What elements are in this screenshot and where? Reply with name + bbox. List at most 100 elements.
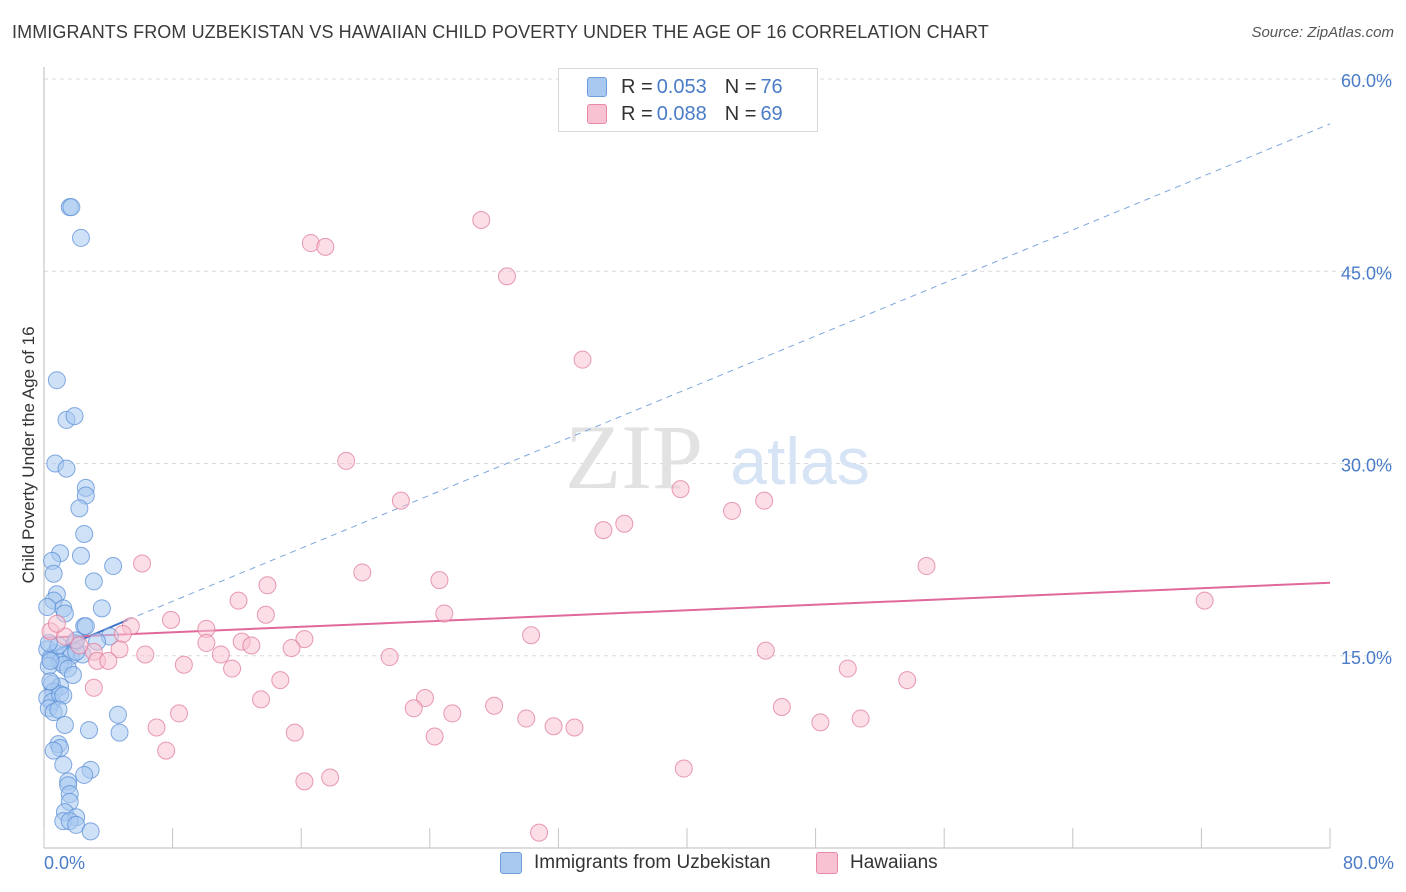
bottom-legend-label: Hawaiians: [850, 852, 938, 873]
point-hawaiians: [755, 491, 774, 510]
point-uzbekistan: [54, 755, 73, 774]
point-uzbekistan: [76, 617, 95, 636]
point-uzbekistan: [84, 572, 103, 591]
point-hawaiians: [573, 350, 592, 369]
point-uzbekistan: [38, 598, 57, 617]
bottom-legend: Immigrants from Uzbekistan Hawaiians: [0, 852, 1406, 878]
point-hawaiians: [425, 727, 444, 746]
point-hawaiians: [435, 604, 454, 623]
point-uzbekistan: [55, 715, 74, 734]
point-uzbekistan: [71, 546, 90, 565]
y-tick-label: 45.0%: [1341, 263, 1392, 283]
point-hawaiians: [756, 641, 775, 660]
point-hawaiians: [671, 480, 690, 499]
bottom-legend-label: Immigrants from Uzbekistan: [534, 852, 771, 873]
point-hawaiians: [256, 605, 275, 624]
point-hawaiians: [157, 741, 176, 760]
point-uzbekistan: [65, 407, 84, 426]
point-hawaiians: [380, 648, 399, 667]
point-uzbekistan: [57, 459, 76, 478]
point-hawaiians: [353, 563, 372, 582]
trendlines: [43, 123, 1331, 657]
point-uzbekistan: [104, 557, 123, 576]
legend-r-value: 0.088: [656, 102, 707, 125]
y-tick-label: 15.0%: [1341, 648, 1392, 668]
point-hawaiians: [898, 671, 917, 690]
point-hawaiians: [337, 451, 356, 470]
point-hawaiians: [443, 704, 462, 723]
point-hawaiians: [197, 633, 216, 652]
point-hawaiians: [430, 571, 449, 590]
point-hawaiians: [271, 671, 290, 690]
axes: [43, 67, 1331, 849]
bottom-legend-hawaiians: Hawaiians: [816, 852, 938, 874]
point-hawaiians: [391, 491, 410, 510]
y-tick-label: 30.0%: [1341, 456, 1392, 476]
point-uzbekistan: [80, 721, 99, 740]
point-hawaiians: [223, 659, 242, 678]
point-hawaiians: [147, 718, 166, 737]
point-hawaiians: [415, 689, 434, 708]
point-hawaiians: [252, 690, 271, 709]
legend-row-hawaiians: R = 0.088 N = 69: [587, 101, 783, 127]
trendline: [43, 581, 1331, 639]
chart-title: IMMIGRANTS FROM UZBEKISTAN VS HAWAIIAN C…: [12, 22, 989, 42]
point-hawaiians: [723, 501, 742, 520]
point-hawaiians: [55, 627, 74, 646]
point-hawaiians: [321, 768, 340, 787]
grid-lines: [44, 78, 1392, 657]
legend-swatch-uzbekistan: [587, 77, 607, 97]
point-hawaiians: [485, 696, 504, 715]
point-uzbekistan: [70, 499, 89, 518]
point-hawaiians: [316, 237, 335, 256]
point-hawaiians: [258, 576, 277, 595]
data-points: [38, 198, 1214, 842]
point-hawaiians: [594, 521, 613, 540]
legend-row-uzbekistan: R = 0.053 N = 76: [587, 74, 783, 100]
point-hawaiians: [70, 636, 89, 655]
point-uzbekistan: [62, 198, 81, 217]
tick-labels: 15.0% 30.0% 45.0% 60.0% 0.0% 80.0%: [44, 71, 1394, 873]
legend-r-value: 0.053: [656, 75, 707, 98]
legend-n-label: N =: [724, 75, 757, 98]
point-hawaiians: [811, 713, 830, 732]
source-label: Source: ZipAtlas.com: [1251, 24, 1394, 41]
trendline: [127, 123, 1331, 621]
point-hawaiians: [544, 717, 563, 736]
bottom-legend-swatch-uzbekistan: [500, 852, 522, 874]
point-hawaiians: [674, 759, 693, 778]
point-hawaiians: [295, 630, 314, 649]
point-hawaiians: [497, 267, 516, 286]
point-hawaiians: [229, 591, 248, 610]
bottom-legend-uzbekistan: Immigrants from Uzbekistan: [500, 852, 771, 874]
point-hawaiians: [917, 557, 936, 576]
legend-box: R = 0.053 N = 76 R = 0.088 N = 69: [558, 68, 818, 132]
point-uzbekistan: [75, 524, 94, 543]
point-uzbekistan: [71, 228, 90, 247]
point-hawaiians: [136, 645, 155, 664]
point-hawaiians: [517, 709, 536, 728]
y-tick-label: 60.0%: [1341, 71, 1392, 91]
legend-r-label: R =: [621, 75, 653, 98]
point-uzbekistan: [92, 599, 111, 618]
point-hawaiians: [615, 514, 634, 533]
point-uzbekistan: [41, 672, 60, 691]
point-hawaiians: [133, 554, 152, 573]
point-hawaiians: [838, 659, 857, 678]
point-hawaiians: [84, 678, 103, 697]
point-hawaiians: [211, 645, 230, 664]
legend-n-value: 76: [760, 75, 783, 98]
x-tick-label: 80.0%: [1343, 853, 1394, 873]
point-hawaiians: [282, 639, 301, 658]
point-uzbekistan: [110, 723, 129, 742]
point-hawaiians: [99, 651, 118, 670]
point-hawaiians: [242, 636, 261, 655]
point-hawaiians: [174, 655, 193, 674]
point-hawaiians: [47, 614, 66, 633]
point-uzbekistan: [41, 651, 60, 670]
watermark-atlas: atlas: [730, 424, 869, 498]
point-uzbekistan: [49, 700, 68, 719]
point-uzbekistan: [47, 371, 66, 390]
point-hawaiians: [161, 610, 180, 629]
point-hawaiians: [110, 640, 129, 659]
